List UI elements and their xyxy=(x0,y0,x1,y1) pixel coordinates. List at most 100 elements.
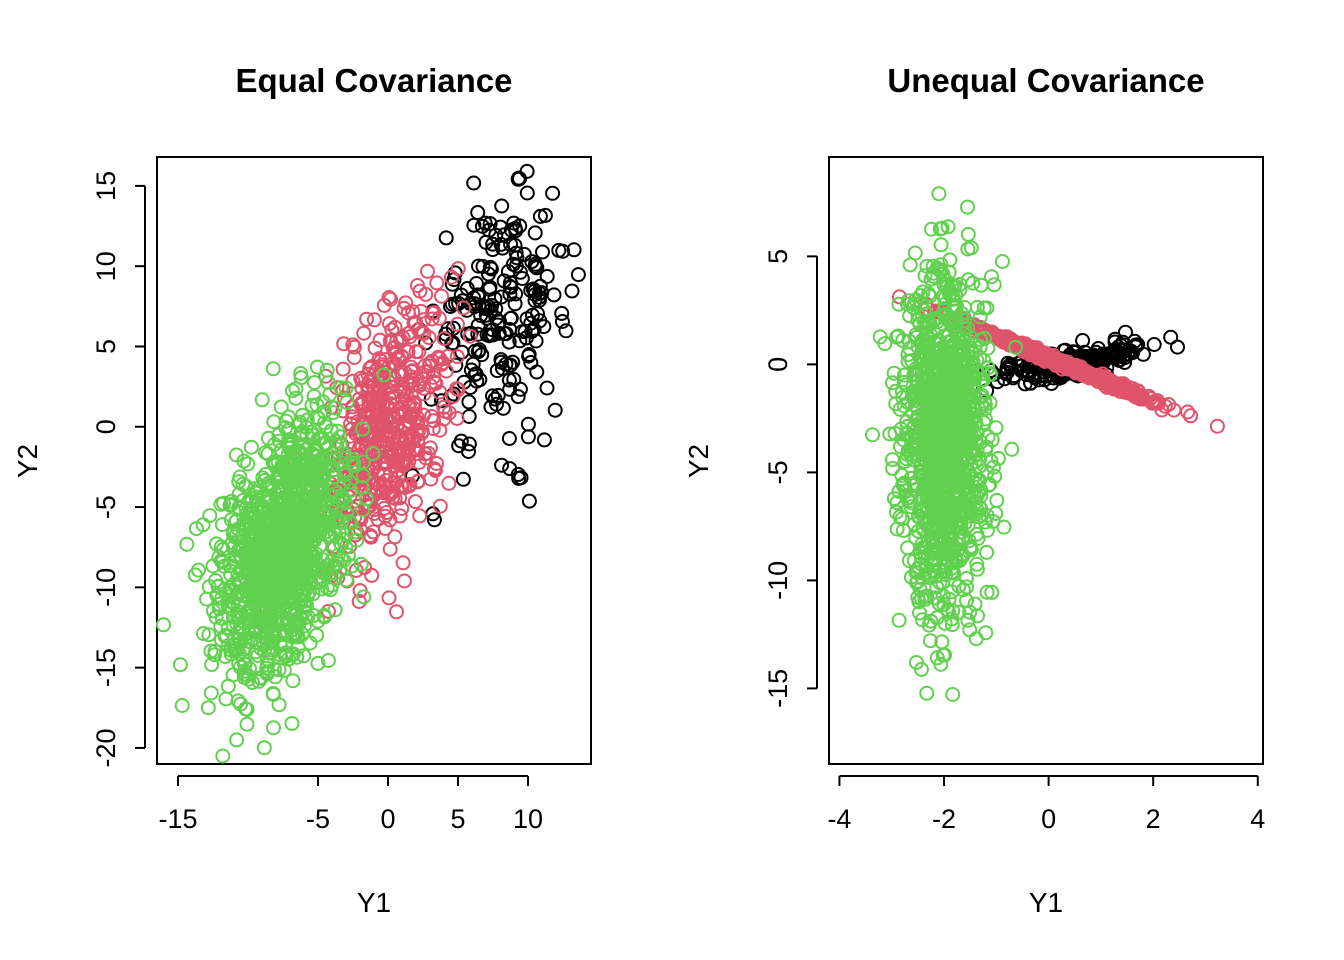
data-point xyxy=(318,368,334,384)
data-point xyxy=(230,693,246,709)
data-point xyxy=(220,678,236,694)
data-point xyxy=(941,591,957,607)
data-point xyxy=(394,501,410,516)
data-point xyxy=(931,355,946,371)
data-point xyxy=(536,432,552,448)
data-point xyxy=(432,498,448,514)
data-point xyxy=(980,360,996,376)
data-point xyxy=(944,278,959,294)
data-point xyxy=(487,391,503,407)
data-point xyxy=(257,494,273,510)
data-point xyxy=(326,482,342,498)
data-point xyxy=(277,569,293,585)
data-point xyxy=(459,302,475,318)
data-point xyxy=(248,537,264,553)
data-point xyxy=(1209,418,1225,434)
data-point xyxy=(477,300,493,316)
data-point xyxy=(905,300,921,316)
data-point xyxy=(1127,333,1143,349)
data-point xyxy=(984,584,1000,600)
data-point xyxy=(325,541,341,557)
data-point xyxy=(276,531,292,547)
points-layer xyxy=(865,186,1225,702)
data-point xyxy=(1008,339,1024,355)
data-point xyxy=(539,269,555,284)
data-point xyxy=(290,640,306,656)
series-2 xyxy=(865,186,1024,702)
data-point xyxy=(520,416,536,432)
data-point xyxy=(973,277,989,293)
data-point xyxy=(922,370,938,386)
data-point xyxy=(449,381,465,397)
data-point xyxy=(305,553,321,568)
data-point xyxy=(944,378,959,394)
data-point xyxy=(339,394,355,410)
data-point xyxy=(351,594,367,609)
y-tick-label: 5 xyxy=(91,339,121,354)
data-point xyxy=(461,409,477,424)
data-point xyxy=(372,395,388,411)
y-tick-label: 10 xyxy=(91,251,121,281)
data-point xyxy=(466,290,482,306)
data-point xyxy=(984,326,1000,342)
data-point xyxy=(224,535,240,551)
data-point xyxy=(959,579,975,595)
data-point xyxy=(527,225,543,241)
data-point xyxy=(912,316,928,332)
y-tick-label: -5 xyxy=(91,495,121,519)
data-point xyxy=(356,589,372,605)
data-point xyxy=(496,273,512,289)
data-point xyxy=(266,414,282,430)
data-point xyxy=(917,440,933,456)
data-point xyxy=(389,417,405,433)
data-point xyxy=(226,523,242,539)
data-point xyxy=(257,598,272,614)
data-point xyxy=(494,198,510,214)
data-point xyxy=(512,381,528,397)
x-tick-label: 5 xyxy=(450,804,465,834)
data-point xyxy=(528,333,544,349)
data-point xyxy=(243,439,259,455)
y-axis: -20 -15 -10 -5 0 5 10 15 xyxy=(91,171,146,767)
data-point xyxy=(956,299,972,315)
data-point xyxy=(551,242,567,258)
data-point xyxy=(360,366,376,382)
data-point xyxy=(392,508,408,524)
data-point xyxy=(546,287,562,303)
data-point xyxy=(400,344,416,360)
data-point xyxy=(174,698,190,713)
data-point xyxy=(944,503,960,519)
data-point xyxy=(286,626,302,642)
data-point xyxy=(316,609,332,625)
data-point xyxy=(432,351,448,366)
data-point xyxy=(933,656,949,672)
data-point xyxy=(279,615,295,631)
data-point xyxy=(289,602,305,618)
data-point xyxy=(281,496,297,512)
data-point xyxy=(365,446,381,461)
data-point xyxy=(303,504,319,520)
data-point xyxy=(393,364,409,380)
data-point xyxy=(485,388,500,404)
data-point xyxy=(435,355,451,371)
data-point xyxy=(407,494,423,510)
data-point xyxy=(253,670,269,686)
data-point xyxy=(922,315,938,331)
data-point xyxy=(903,440,919,455)
data-point xyxy=(503,275,518,291)
data-point xyxy=(355,502,371,518)
data-point xyxy=(336,491,352,507)
data-point xyxy=(913,661,929,677)
data-point xyxy=(408,315,424,330)
data-point xyxy=(924,221,939,237)
data-point xyxy=(485,236,501,252)
data-point xyxy=(333,380,349,396)
data-point xyxy=(897,454,913,469)
data-point xyxy=(356,325,372,341)
data-point xyxy=(306,608,322,623)
data-point xyxy=(291,446,306,462)
data-point xyxy=(527,287,543,303)
data-point xyxy=(988,420,1004,436)
data-point xyxy=(935,575,951,591)
data-point xyxy=(381,590,397,606)
